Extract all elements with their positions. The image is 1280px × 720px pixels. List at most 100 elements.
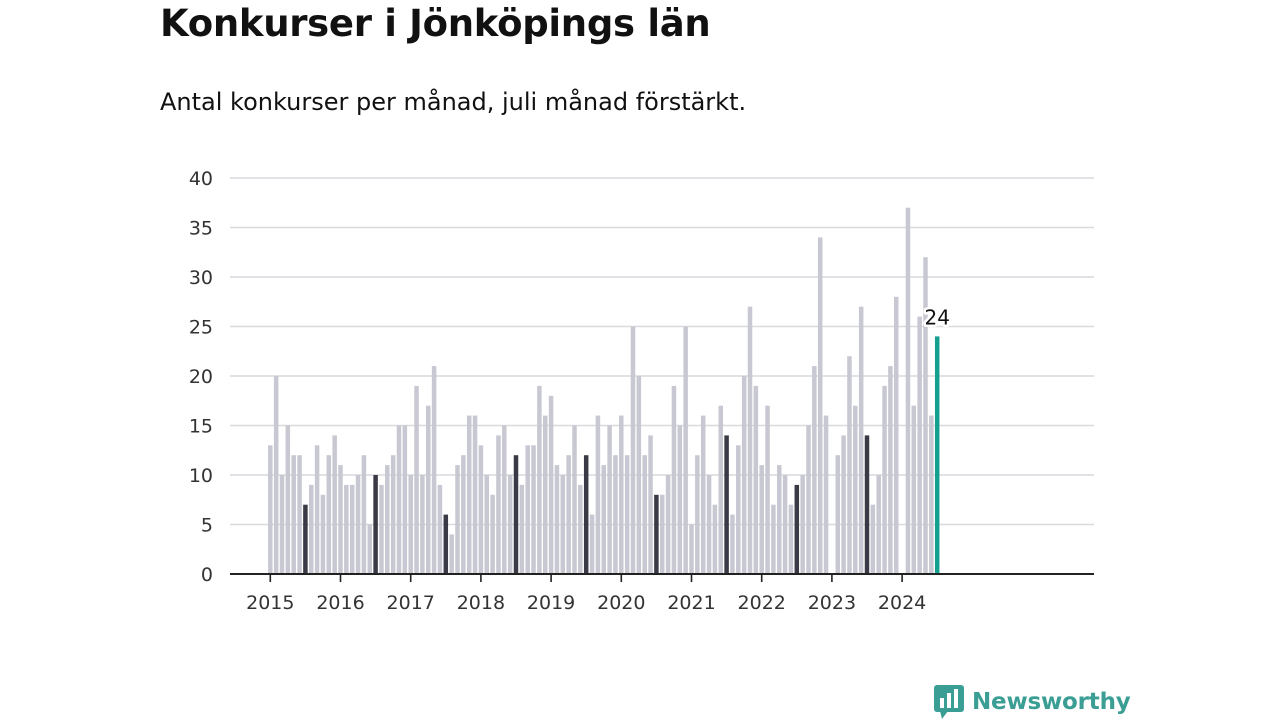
bar (800, 475, 805, 574)
bar (349, 484, 355, 574)
bar (771, 504, 776, 574)
bar (572, 425, 577, 574)
bar (817, 237, 823, 574)
bar (502, 425, 507, 574)
gridlines (230, 177, 1094, 526)
bar-july (373, 475, 378, 574)
bar (554, 465, 560, 574)
bar (531, 445, 536, 574)
x-tick-label: 2022 (738, 592, 786, 614)
bar (326, 455, 332, 574)
bar (355, 475, 361, 574)
bars (268, 207, 940, 574)
bar (894, 296, 899, 574)
x-tick-label: 2021 (667, 592, 715, 614)
bar (683, 326, 688, 574)
y-axis-tick-labels: 0 5 10 15 20 25 30 35 40 (189, 168, 213, 586)
bar (624, 455, 630, 574)
bar (741, 376, 747, 574)
bar (812, 366, 817, 574)
bar (408, 475, 413, 574)
x-tick-label: 2015 (246, 592, 294, 614)
bar (870, 504, 876, 574)
bar (543, 415, 548, 574)
bar (560, 475, 566, 574)
bar (297, 455, 302, 574)
y-tick-label: 5 (201, 515, 213, 537)
bar (642, 455, 647, 574)
bar (396, 425, 402, 574)
bar (759, 465, 764, 574)
bar-july (443, 514, 449, 574)
y-tick-label: 40 (189, 168, 213, 190)
bar (273, 376, 279, 574)
bar (917, 316, 922, 574)
bar (636, 376, 642, 574)
bar (788, 504, 794, 574)
bar (876, 475, 881, 574)
bar (613, 455, 618, 574)
x-tick-label: 2024 (878, 592, 926, 614)
bar (665, 475, 671, 574)
x-tick-label: 2020 (597, 592, 645, 614)
chart-subtitle: Antal konkurser per månad, juli månad fö… (160, 88, 747, 116)
bar (923, 257, 928, 574)
bar (455, 465, 460, 574)
bar (595, 415, 601, 574)
newsworthy-brand[interactable]: Newsworthy (934, 684, 1131, 720)
y-tick-label: 10 (189, 465, 213, 487)
bar (782, 475, 788, 574)
bar (718, 405, 723, 574)
bar (882, 385, 887, 574)
bar (402, 425, 408, 574)
bar (420, 475, 425, 574)
bar (525, 445, 530, 574)
bar-july (794, 484, 800, 574)
y-tick-label: 15 (189, 416, 213, 438)
y-tick-label: 0 (201, 564, 213, 586)
bar (466, 415, 472, 574)
bar (478, 445, 484, 574)
bar (929, 415, 934, 574)
bar (619, 415, 624, 574)
bar (607, 425, 612, 574)
y-tick-label: 35 (189, 218, 213, 240)
bar-latest (934, 336, 940, 574)
bar (309, 484, 314, 574)
bar (777, 465, 782, 574)
bar (806, 425, 811, 574)
bar (858, 306, 864, 574)
brand-label: Newsworthy (972, 689, 1131, 715)
x-axis (230, 573, 1094, 582)
bar (589, 514, 595, 574)
y-tick-label: 20 (189, 366, 213, 388)
bar (695, 455, 700, 574)
y-tick-label: 30 (189, 267, 213, 289)
bar (847, 356, 852, 574)
bar-july (303, 504, 308, 574)
bar (753, 385, 759, 574)
bar-july (654, 494, 659, 574)
bar (853, 405, 858, 574)
newsworthy-logo-icon (934, 685, 964, 719)
x-axis-tick-labels: 2015 2016 2017 2018 2019 2020 2021 2022 2023 2024 (246, 592, 926, 614)
bar (268, 445, 273, 574)
bar (320, 494, 326, 574)
bar (496, 435, 501, 574)
bar (747, 306, 753, 574)
bar (279, 475, 285, 574)
bar (578, 484, 583, 574)
bar (712, 504, 718, 574)
bar (484, 475, 489, 574)
y-tick-label: 25 (189, 317, 213, 339)
bar (379, 484, 384, 574)
bar (660, 494, 665, 574)
bar (472, 415, 478, 574)
latest-value-label: 24 (924, 305, 949, 329)
bar (706, 475, 712, 574)
bar (765, 405, 770, 574)
bar (648, 435, 653, 574)
bar (426, 405, 431, 574)
